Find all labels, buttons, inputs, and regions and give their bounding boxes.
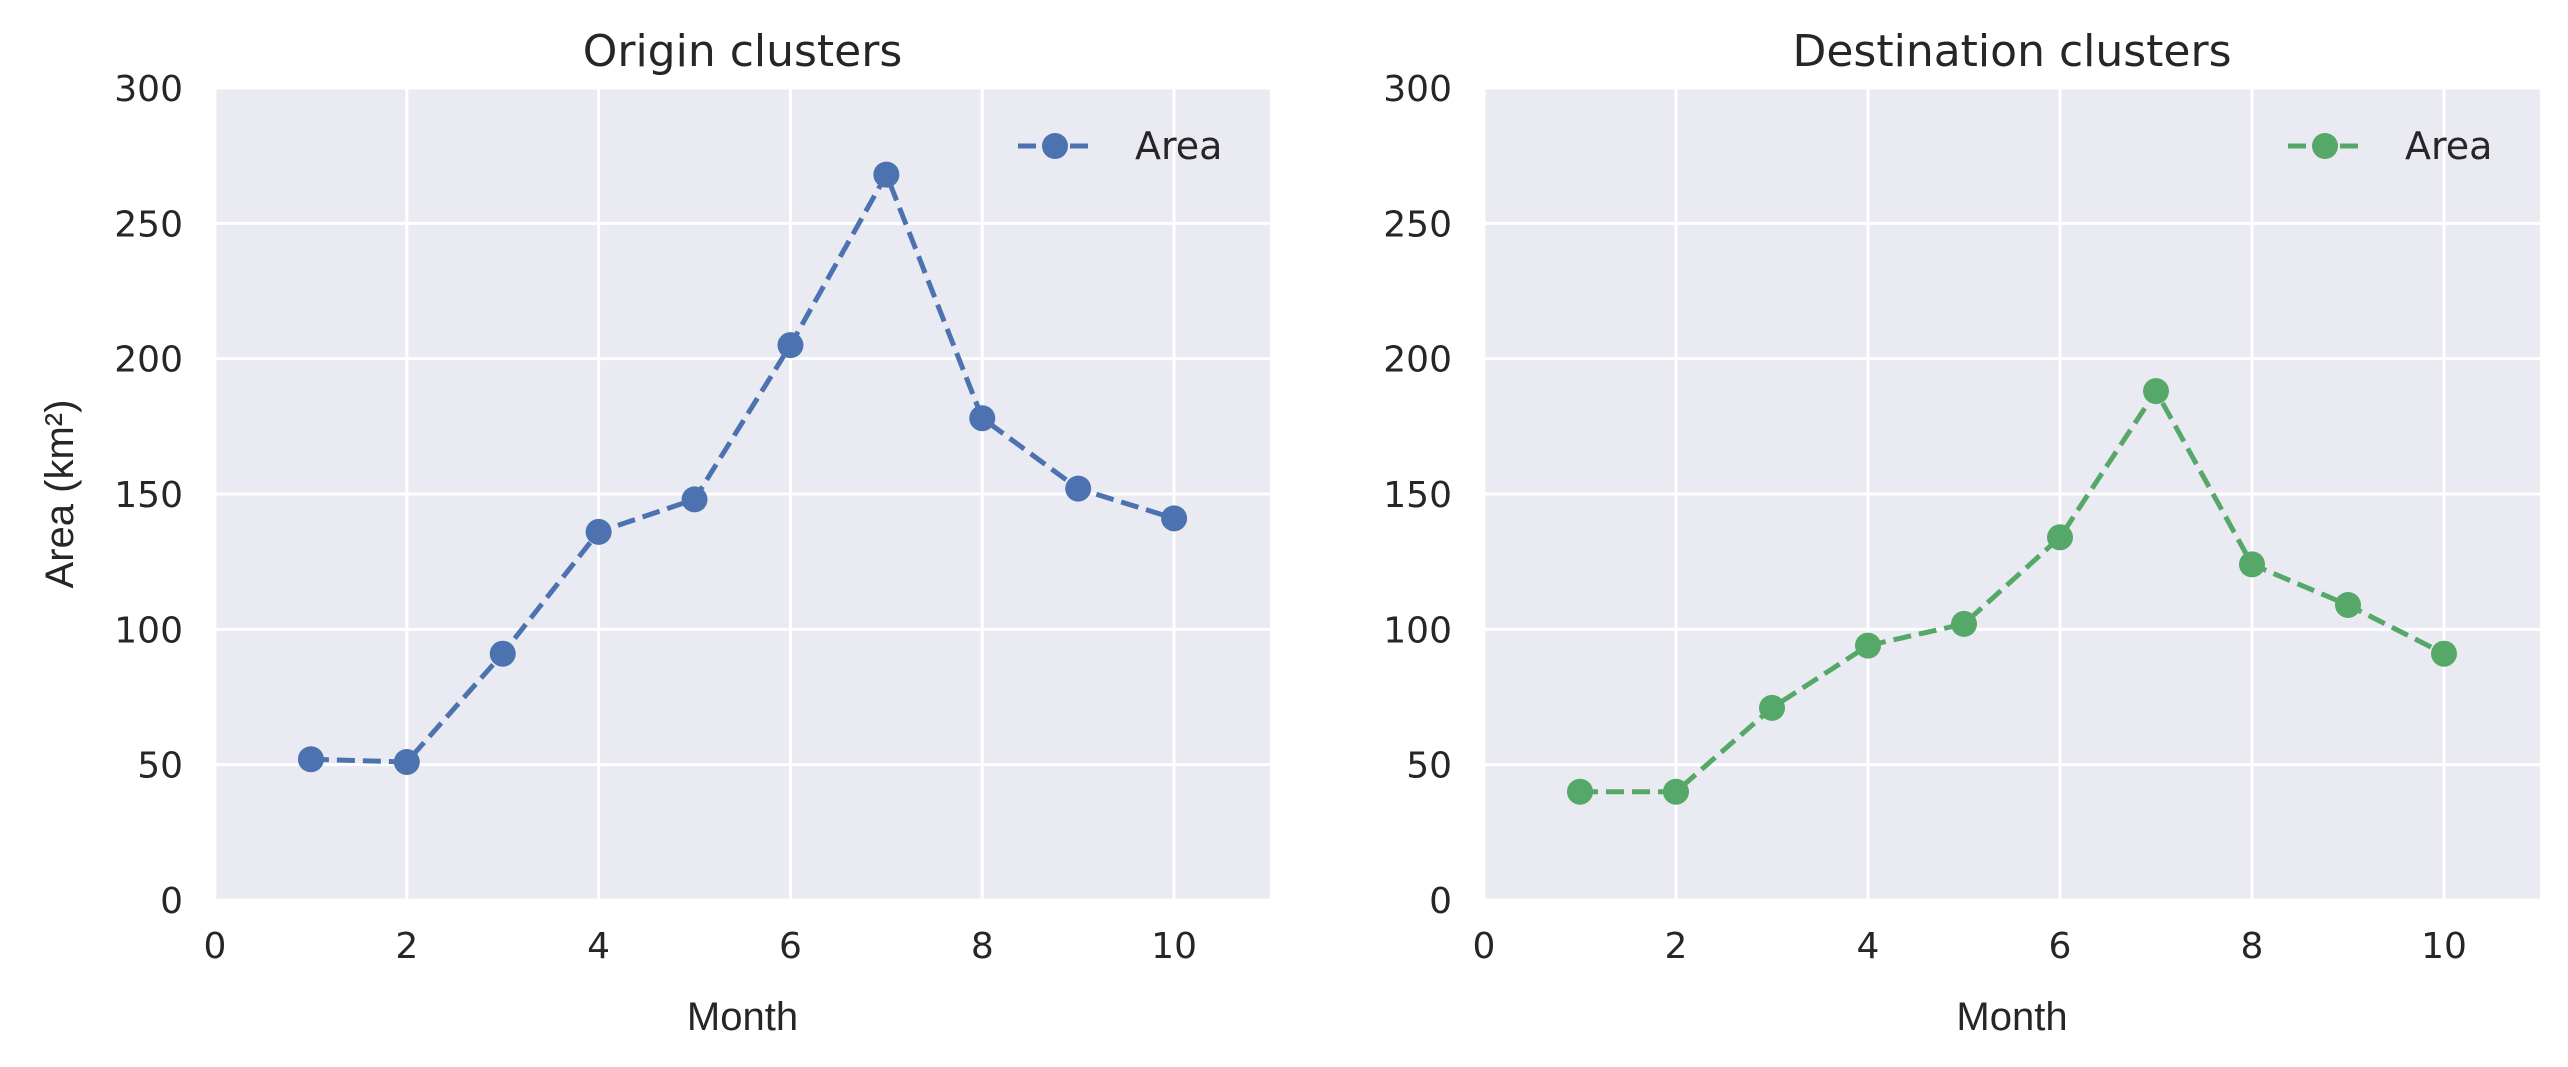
data-point xyxy=(2239,551,2265,578)
x-axis-label: Month xyxy=(687,995,798,1039)
data-point xyxy=(1663,778,1689,805)
y-tick-label: 300 xyxy=(1383,69,1452,110)
series-line xyxy=(310,172,1175,765)
legend-marker xyxy=(1042,133,1068,159)
data-point xyxy=(2335,591,2361,618)
legend-label: Area xyxy=(1135,124,1222,168)
data-point xyxy=(681,486,708,513)
data-point xyxy=(2143,378,2169,405)
series-line xyxy=(1580,388,2446,795)
data-point xyxy=(1951,610,1977,637)
data-point xyxy=(393,748,420,775)
y-tick-label: 150 xyxy=(1383,475,1452,516)
x-tick-label: 10 xyxy=(1151,926,1197,967)
y-tick-label: 250 xyxy=(114,204,183,245)
data-point xyxy=(1161,505,1188,532)
y-tick-label: 50 xyxy=(137,746,183,787)
y-tick-label: 100 xyxy=(1383,610,1452,651)
data-point xyxy=(489,640,516,667)
data-point xyxy=(873,161,900,188)
data-point xyxy=(297,746,324,773)
y-tick-label: 0 xyxy=(1429,881,1452,922)
legend-label: Area xyxy=(2405,124,2492,168)
x-tick-label: 0 xyxy=(204,926,227,967)
data-point xyxy=(1065,475,1092,502)
x-tick-label: 6 xyxy=(2049,926,2072,967)
x-tick-label: 10 xyxy=(2421,926,2467,967)
y-tick-label: 250 xyxy=(1383,204,1452,245)
x-tick-label: 2 xyxy=(1665,926,1688,967)
y-tick-label: 50 xyxy=(1406,746,1452,787)
data-point xyxy=(585,518,612,545)
data-point xyxy=(2047,524,2073,551)
chart-title: Origin clusters xyxy=(583,26,903,77)
y-tick-label: 300 xyxy=(114,69,183,110)
legend-marker xyxy=(2312,133,2338,159)
chart-title: Destination clusters xyxy=(1792,26,2231,77)
y-tick-label: 100 xyxy=(114,610,183,651)
x-tick-label: 2 xyxy=(395,926,418,967)
y-axis-label: Area (km²) xyxy=(38,400,82,589)
data-point xyxy=(1567,778,1593,805)
x-tick-label: 4 xyxy=(1857,926,1880,967)
x-axis-label: Month xyxy=(1956,995,2067,1039)
x-tick-label: 4 xyxy=(587,926,610,967)
x-tick-label: 8 xyxy=(971,926,994,967)
data-point xyxy=(2431,640,2457,667)
y-tick-label: 200 xyxy=(1383,340,1452,381)
x-tick-label: 0 xyxy=(1473,926,1496,967)
x-tick-label: 6 xyxy=(779,926,802,967)
data-point xyxy=(1855,632,1881,659)
y-tick-label: 0 xyxy=(160,881,183,922)
x-tick-label: 8 xyxy=(2241,926,2264,967)
data-point xyxy=(1759,694,1785,721)
data-point xyxy=(777,332,804,359)
data-point xyxy=(969,405,996,432)
y-tick-label: 150 xyxy=(114,475,183,516)
y-tick-label: 200 xyxy=(114,340,183,381)
